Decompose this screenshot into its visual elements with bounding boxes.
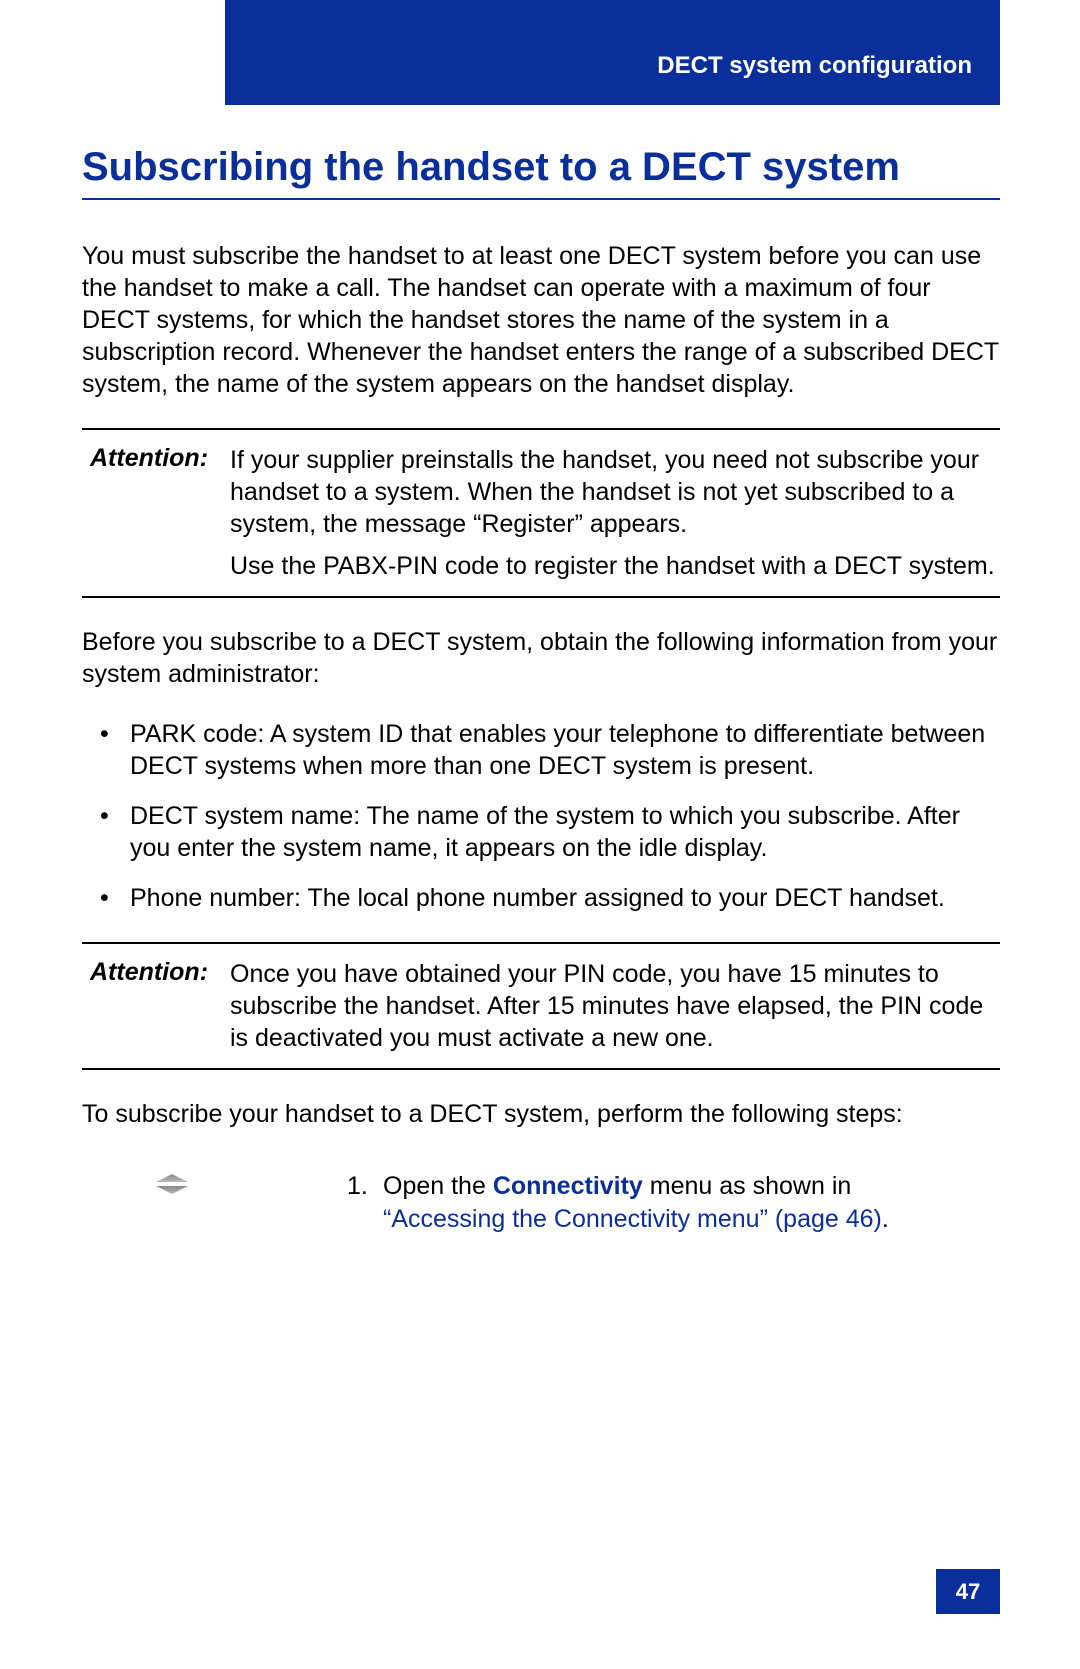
attention-body: If your supplier preinstalls the handset… (230, 444, 1000, 582)
attention-text: Use the PABX-PIN code to register the ha… (230, 550, 1000, 582)
nav-up-down-icon (152, 1174, 192, 1194)
intro-paragraph: You must subscribe the handset to at lea… (82, 240, 1000, 400)
before-paragraph: Before you subscribe to a DECT system, o… (82, 626, 1000, 690)
list-item: PARK code: A system ID that enables your… (82, 718, 1000, 782)
page-number-value: 47 (956, 1579, 980, 1605)
attention-block-2: Attention: Once you have obtained your P… (82, 942, 1000, 1070)
steps-intro: To subscribe your handset to a DECT syst… (82, 1098, 1000, 1130)
list-item: Phone number: The local phone number ass… (82, 882, 1000, 914)
attention-row: Attention: Once you have obtained your P… (82, 958, 1000, 1054)
attention-body: Once you have obtained your PIN code, yo… (230, 958, 1000, 1054)
info-bullet-list: PARK code: A system ID that enables your… (82, 718, 1000, 914)
page-number: 47 (936, 1569, 1000, 1614)
attention-text: If your supplier preinstalls the handset… (230, 444, 1000, 540)
attention-text: Once you have obtained your PIN code, yo… (230, 958, 1000, 1054)
attention-label: Attention: (82, 958, 230, 987)
menu-name: Connectivity (493, 1172, 643, 1200)
step-text-pre: Open the (383, 1172, 493, 1200)
header-bar: DECT system configuration (225, 0, 1000, 105)
nav-down-icon (152, 1186, 192, 1194)
step-icon-cell (82, 1170, 347, 1194)
step-number: 1. (347, 1170, 383, 1203)
attention-block-1: Attention: If your supplier preinstalls … (82, 428, 1000, 598)
page-content: Subscribing the handset to a DECT system… (82, 145, 1000, 1235)
document-page: DECT system configuration Subscribing th… (0, 0, 1080, 1669)
step-row-1: 1.Open the Connectivity menu as shown in… (82, 1170, 1000, 1235)
list-item: DECT system name: The name of the system… (82, 800, 1000, 864)
nav-up-icon (152, 1174, 192, 1182)
section-title: DECT system configuration (657, 52, 972, 80)
step-text: 1.Open the Connectivity menu as shown in… (347, 1170, 1000, 1235)
attention-row: Attention: If your supplier preinstalls … (82, 444, 1000, 582)
step-text-post: . (882, 1205, 889, 1233)
attention-label: Attention: (82, 444, 230, 473)
cross-reference-link[interactable]: “Accessing the Connectivity menu” (page … (383, 1205, 882, 1233)
page-title: Subscribing the handset to a DECT system (82, 145, 1000, 200)
step-text-mid: menu as shown in (643, 1172, 851, 1200)
